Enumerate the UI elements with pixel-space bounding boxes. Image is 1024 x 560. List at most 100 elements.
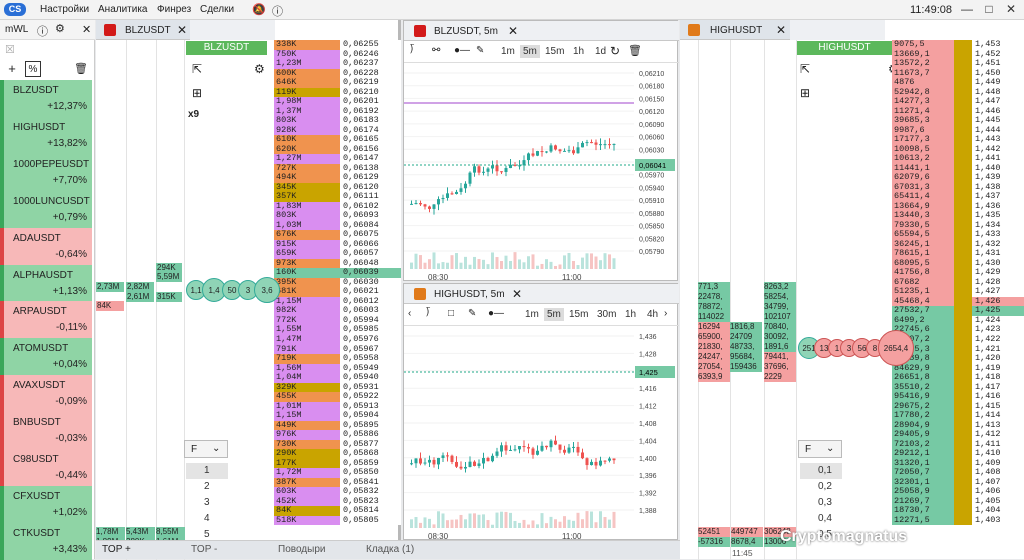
price-level[interactable]: 1,435 (972, 211, 1024, 221)
ray-tool-icon[interactable]: ●— (454, 45, 471, 56)
price-level[interactable]: 1,444 (972, 125, 1024, 136)
timeframe-button[interactable]: 1m (501, 46, 515, 57)
percent-icon[interactable]: % (25, 61, 41, 77)
watchlist-item[interactable]: BNBUSDT -0,03% (0, 412, 92, 450)
trash-icon[interactable]: 🗑 (628, 45, 642, 57)
price-level[interactable]: 1,412 (972, 430, 1024, 440)
price-level[interactable]: 1,432 (972, 239, 1024, 250)
price-level[interactable]: 1,447 (972, 97, 1024, 107)
price-level[interactable]: 0,05949 (340, 363, 401, 374)
watchlist-item[interactable]: ARPAUSDT -0,11% (0, 301, 92, 339)
gear-icon[interactable]: ⚙ (254, 62, 265, 76)
filter-option[interactable]: 3 (204, 497, 210, 508)
watchlist-item[interactable]: CFXUSDT +1,02% (0, 485, 92, 523)
filter-option[interactable]: 1 (186, 463, 228, 479)
price-level[interactable]: 0,05985 (340, 325, 401, 335)
filter-option[interactable]: 0,2 (818, 481, 832, 492)
price-level[interactable]: 0,05823 (340, 496, 401, 507)
candle-chart[interactable]: 0,06210 0,06180 0,06150 0,06120 0,06090 0,060… (404, 63, 679, 281)
price-level[interactable]: 0,05814 (340, 506, 401, 516)
price-level[interactable]: 1,442 (972, 144, 1024, 155)
close-icon[interactable]: ✕ (508, 24, 519, 38)
chart-tab[interactable]: HIGHUSDT, 5m ✕ (404, 284, 679, 304)
price-level[interactable]: 0,06255 (340, 40, 401, 50)
price-level[interactable]: 1,449 (972, 78, 1024, 88)
refresh-icon[interactable]: ↻ (610, 44, 621, 58)
timeframe-button[interactable]: 15m (545, 46, 565, 57)
tab-placement[interactable]: Кладка (1) (366, 544, 415, 555)
price-level[interactable]: 1,437 (972, 192, 1024, 202)
close-icon[interactable]: ✕ (1005, 2, 1017, 16)
watchlist-item[interactable]: CTKUSDT +3,43% (0, 522, 92, 560)
price-level[interactable]: 1,404 (972, 506, 1024, 516)
price-level[interactable]: 1,436 (972, 201, 1024, 212)
info-icon[interactable]: ⓘ (272, 6, 283, 18)
price-level[interactable]: 0,06210 (340, 87, 401, 98)
price-level[interactable]: 1,428 (972, 277, 1024, 288)
price-level[interactable]: 1,452 (972, 49, 1024, 60)
price-level[interactable]: 1,427 (972, 287, 1024, 297)
price-level[interactable]: 1,422 (972, 334, 1024, 345)
clear-icon[interactable]: ☒ (5, 44, 15, 56)
price-level[interactable]: 0,06003 (340, 306, 401, 316)
price-level[interactable]: 0,05904 (340, 411, 401, 421)
price-level[interactable]: 1,405 (972, 496, 1024, 507)
price-level[interactable]: 1,421 (972, 344, 1024, 355)
price-level[interactable]: 1,450 (972, 68, 1024, 79)
menu-trades[interactable]: Сделки (200, 4, 235, 15)
price-level[interactable]: 1,424 (972, 315, 1024, 326)
price-level[interactable]: 0,05913 (340, 401, 401, 412)
price-level[interactable]: 0,05850 (340, 468, 401, 478)
price-level[interactable]: 1,423 (972, 325, 1024, 335)
price-level[interactable]: 1,433 (972, 230, 1024, 240)
price-level[interactable]: 0,05940 (340, 373, 401, 383)
price-level[interactable]: 0,06084 (340, 220, 401, 231)
timeframe-button[interactable]: 4h (647, 309, 659, 320)
watchlist-item[interactable]: HIGHUSDT +13,82% (0, 116, 92, 154)
price-level[interactable]: 0,06219 (340, 78, 401, 88)
expand-icon[interactable]: ⇱ (192, 62, 203, 76)
price-level[interactable]: 0,05967 (340, 344, 401, 355)
price-level[interactable]: 0,05994 (340, 315, 401, 326)
price-level[interactable]: 1,446 (972, 106, 1024, 117)
price-level[interactable]: 1,415 (972, 401, 1024, 412)
price-level[interactable]: 1,425 (972, 306, 1024, 316)
price-level[interactable]: 0,06246 (340, 49, 401, 60)
hline-tool-icon[interactable]: ⚯ (432, 45, 441, 56)
menu-settings[interactable]: Настройки (40, 4, 90, 15)
price-level[interactable]: 0,06048 (340, 258, 401, 269)
price-level[interactable]: 0,05886 (340, 430, 401, 440)
chart-tab[interactable]: BLZUSDT, 5m ✕ (404, 21, 679, 41)
close-icon[interactable]: ✕ (512, 287, 523, 301)
price-level[interactable]: 0,05922 (340, 392, 401, 402)
price-level[interactable]: 1,403 (972, 515, 1024, 526)
expand-icon[interactable]: ⇱ (800, 62, 811, 76)
price-level[interactable]: 0,06165 (340, 135, 401, 145)
price-level[interactable]: 1,445 (972, 116, 1024, 126)
price-level[interactable]: 0,06147 (340, 154, 401, 164)
calculator-icon[interactable]: ⊞ (192, 86, 203, 100)
price-level[interactable]: 0,06111 (340, 192, 401, 202)
timeframe-button[interactable]: 5m (544, 308, 564, 321)
gear-icon[interactable]: ⚙ (55, 23, 65, 35)
trash-icon[interactable]: 🗑 (74, 63, 88, 75)
price-level[interactable]: 0,06183 (340, 116, 401, 126)
price-level[interactable]: 0,06237 (340, 59, 401, 69)
price-level[interactable]: 1,411 (972, 439, 1024, 450)
watchlist-item[interactable]: BLZUSDT +12,37% (0, 80, 92, 117)
brush-tool-icon[interactable]: ✎ (468, 308, 477, 319)
price-level[interactable]: 0,06057 (340, 249, 401, 259)
back-icon[interactable]: ‹ (408, 308, 412, 319)
line-tool-icon[interactable]: ⟌ (426, 308, 431, 319)
price-level[interactable]: 0,05859 (340, 458, 401, 469)
timeframe-button[interactable]: 1h (625, 309, 637, 320)
tab-blz[interactable]: BLZUSDT ✕ (96, 20, 190, 40)
maximize-icon[interactable]: □ (985, 2, 993, 16)
tab-leaders[interactable]: Поводыри (278, 544, 326, 555)
watchlist-item[interactable]: C98USDT -0,44% (0, 449, 92, 486)
watchlist-item[interactable]: ATOMUSDT +0,04% (0, 338, 92, 376)
menu-finrez[interactable]: Финрез (157, 4, 192, 15)
price-level[interactable]: 1,408 (972, 468, 1024, 478)
price-level[interactable]: 1,448 (972, 87, 1024, 98)
minimize-icon[interactable]: — (961, 2, 973, 16)
